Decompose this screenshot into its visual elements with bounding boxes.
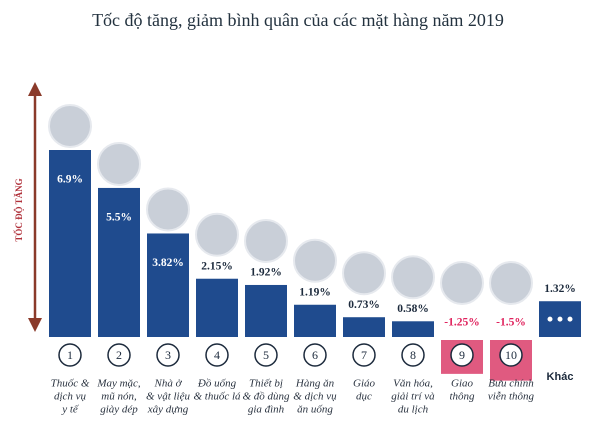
badge-number: 10 bbox=[505, 348, 517, 362]
category-label: ăn uống bbox=[297, 404, 333, 416]
value-label: 2.15% bbox=[201, 260, 233, 272]
badge-number: 9 bbox=[459, 348, 465, 362]
icon bbox=[244, 218, 288, 263]
badge-circle bbox=[450, 343, 474, 367]
y-axis-arrow bbox=[28, 82, 42, 332]
value-label: -1.5% bbox=[496, 317, 526, 329]
category-label: Giao bbox=[451, 378, 474, 390]
bar bbox=[343, 317, 385, 337]
badge-number: 8 bbox=[410, 348, 416, 362]
icon bbox=[97, 141, 141, 186]
category-label: Văn hóa, bbox=[393, 378, 433, 390]
category-label: & dịch vụ bbox=[293, 391, 337, 403]
bar bbox=[245, 284, 287, 337]
category-label: & đồ dùng bbox=[242, 391, 290, 403]
badge-number: 7 bbox=[361, 348, 367, 362]
category-label: Bưu chính bbox=[488, 378, 534, 390]
value-label: 0.73% bbox=[348, 299, 380, 311]
category-label: dịch vụ bbox=[54, 391, 87, 403]
icon bbox=[195, 212, 239, 257]
value-label: 0.58% bbox=[397, 303, 429, 315]
category-label: Khác bbox=[547, 371, 574, 383]
badge-number: 5 bbox=[263, 348, 269, 362]
category-label: & vật liệu bbox=[146, 391, 190, 403]
value-label: 1.32% bbox=[544, 283, 576, 295]
badge-circle bbox=[156, 343, 180, 367]
category-label: gia đình bbox=[248, 404, 285, 416]
badge-number: 1 bbox=[67, 348, 73, 362]
category-label: du lịch bbox=[398, 404, 429, 416]
bar bbox=[49, 150, 91, 337]
bar bbox=[392, 321, 434, 337]
bar bbox=[147, 233, 189, 337]
category-label: giải trí và bbox=[391, 391, 435, 403]
category-label: Giáo bbox=[353, 378, 376, 390]
category-label: giày dép bbox=[100, 404, 138, 416]
dot bbox=[567, 316, 573, 322]
category-label: Nhà ở bbox=[154, 378, 183, 390]
icon bbox=[440, 261, 484, 305]
badge-number: 6 bbox=[312, 348, 318, 362]
badge-number: 3 bbox=[165, 348, 171, 362]
category-label: & thuốc lá bbox=[193, 391, 241, 403]
category-label: May mặc, bbox=[96, 378, 141, 390]
category-label: y tế bbox=[61, 404, 80, 416]
badge-circle bbox=[401, 343, 425, 367]
badge-circle bbox=[303, 343, 327, 367]
y-axis-label: TỐC ĐỘ TĂNG bbox=[14, 178, 24, 241]
icon bbox=[146, 187, 190, 232]
category-label: Hàng ăn bbox=[295, 378, 335, 390]
category-label: dục bbox=[356, 391, 372, 403]
badge-circle bbox=[352, 343, 376, 367]
icon bbox=[48, 104, 92, 148]
icon bbox=[293, 238, 337, 283]
dot bbox=[547, 316, 553, 322]
badge-circle bbox=[107, 343, 131, 367]
badge-circle bbox=[58, 343, 82, 367]
value-label: 6.9% bbox=[57, 174, 83, 186]
badge-circle bbox=[254, 343, 278, 367]
category-label: viễn thông bbox=[488, 391, 535, 403]
icon bbox=[489, 261, 533, 305]
bar bbox=[196, 278, 238, 337]
icon bbox=[342, 251, 386, 296]
value-label: 1.19% bbox=[299, 286, 331, 298]
category-label: Thuốc & bbox=[51, 378, 90, 390]
badge-number: 2 bbox=[116, 348, 122, 362]
bar bbox=[98, 187, 140, 337]
dot bbox=[557, 316, 563, 322]
badge-circle bbox=[499, 343, 523, 367]
bar bbox=[294, 304, 336, 337]
badge-number: 4 bbox=[214, 348, 220, 362]
value-label: 1.92% bbox=[250, 267, 282, 279]
category-label: Đồ uống bbox=[197, 378, 237, 390]
value-label: -1.25% bbox=[444, 317, 479, 329]
category-label: Thiết bị bbox=[249, 378, 283, 390]
chart-title: Tốc độ tăng, giảm bình quân của các mặt … bbox=[92, 10, 504, 30]
badge-circle bbox=[205, 343, 229, 367]
category-label: mũ nón, bbox=[101, 391, 137, 403]
value-label: 3.82% bbox=[152, 257, 184, 269]
category-label: thông bbox=[449, 391, 475, 403]
icon bbox=[391, 255, 435, 300]
value-label: 5.5% bbox=[106, 212, 132, 224]
category-label: xây dựng bbox=[147, 404, 189, 416]
